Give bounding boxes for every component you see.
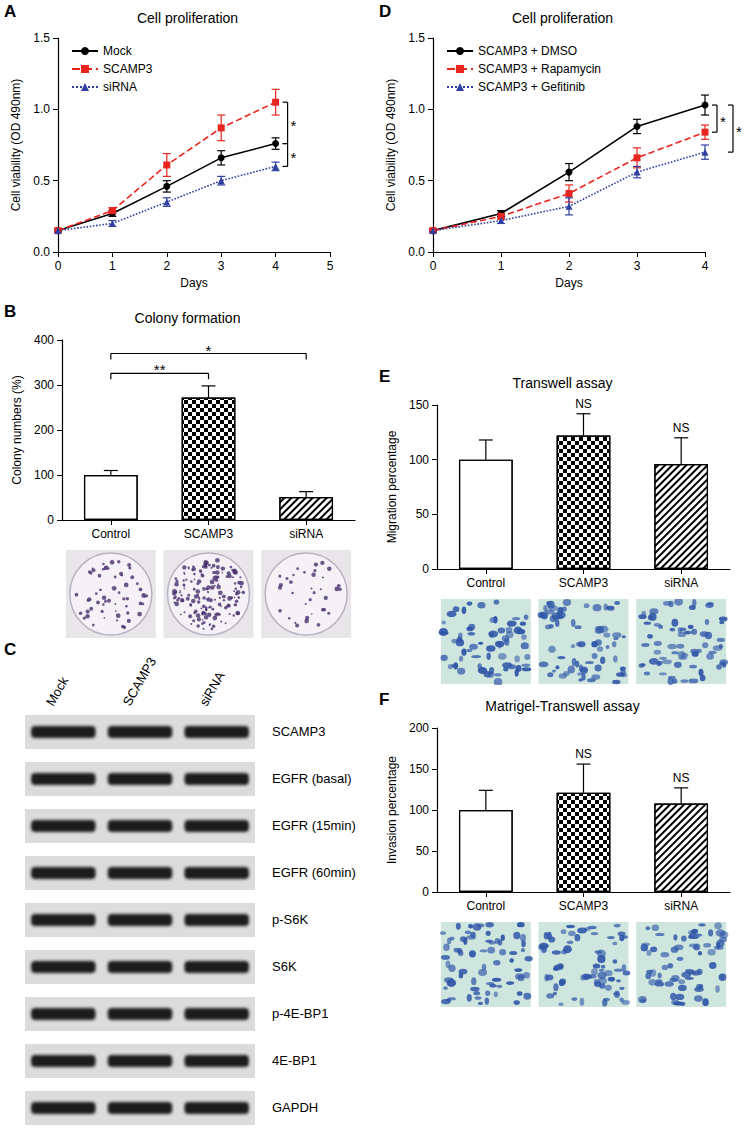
svg-text:SCAMP3: SCAMP3 [559,899,609,913]
svg-text:0: 0 [47,513,54,527]
svg-text:0.0: 0.0 [33,245,50,259]
svg-text:*: * [720,113,726,130]
svg-text:1: 1 [498,259,505,273]
svg-text:0.5: 0.5 [408,174,425,188]
svg-text:SCAMP3: SCAMP3 [120,655,160,709]
svg-text:100: 100 [409,453,429,467]
svg-text:4: 4 [702,259,709,273]
svg-text:SCAMP3: SCAMP3 [559,576,609,590]
svg-text:2: 2 [566,259,573,273]
svg-text:EGFR (basal): EGFR (basal) [272,771,351,786]
svg-text:0: 0 [55,259,62,273]
svg-text:100: 100 [409,803,429,817]
svg-text:EGFR (60min): EGFR (60min) [272,865,356,880]
html-text:E: E [379,367,391,386]
svg-text:siRNA: siRNA [289,527,323,541]
svg-text:Colony numbers (%): Colony numbers (%) [10,375,24,484]
svg-text:Cell proliferation: Cell proliferation [137,10,238,26]
svg-text:1.5: 1.5 [33,31,50,45]
html-text:A: A [4,2,17,21]
svg-text:siRNA: siRNA [664,576,698,590]
svg-text:Control: Control [466,899,505,913]
svg-text:p-S6K: p-S6K [272,912,308,927]
html-text:D: D [379,2,392,21]
svg-text:NS: NS [673,421,690,435]
html-text:B: B [4,302,17,321]
svg-text:0: 0 [422,885,429,899]
svg-text:SCAMP3 + DMSO: SCAMP3 + DMSO [478,44,577,58]
svg-text:1.0: 1.0 [33,102,50,116]
svg-text:Mock: Mock [103,44,133,58]
svg-text:*: * [291,149,297,166]
svg-text:2: 2 [163,259,170,273]
svg-text:SCAMP3: SCAMP3 [184,527,234,541]
svg-text:siRNA: siRNA [103,80,137,94]
svg-text:3: 3 [634,259,641,273]
svg-text:*: * [736,123,742,140]
svg-text:5: 5 [327,259,334,273]
svg-text:Transwell assay: Transwell assay [513,375,613,391]
svg-text:4: 4 [272,259,279,273]
svg-text:Control: Control [466,576,505,590]
svg-text:300: 300 [34,378,54,392]
svg-text:400: 400 [34,333,54,347]
svg-text:0: 0 [430,259,437,273]
svg-text:1.0: 1.0 [408,102,425,116]
svg-text:EGFR (15min): EGFR (15min) [272,818,356,833]
svg-text:NS: NS [575,747,592,761]
svg-text:siRNA: siRNA [664,899,698,913]
html-text:C: C [4,640,17,659]
svg-text:*: * [291,117,297,134]
svg-text:NS: NS [673,771,690,785]
svg-text:Days: Days [180,276,207,290]
svg-text:Cell viability (OD 490nm): Cell viability (OD 490nm) [9,79,23,212]
svg-text:150: 150 [409,762,429,776]
svg-text:0: 0 [422,562,429,576]
svg-text:Cell viability (OD 490nm): Cell viability (OD 490nm) [384,79,398,212]
svg-text:1.5: 1.5 [408,31,425,45]
html-text:F: F [379,690,390,709]
svg-text:50: 50 [416,844,430,858]
svg-text:Mock: Mock [43,674,72,709]
svg-text:Control: Control [91,527,130,541]
svg-text:Migration percentage: Migration percentage [385,430,399,543]
svg-text:*: * [206,342,212,359]
svg-text:200: 200 [34,423,54,437]
svg-text:SCAMP3: SCAMP3 [272,724,325,739]
svg-text:Matrigel-Transwell assay: Matrigel-Transwell assay [485,698,639,714]
svg-text:150: 150 [409,398,429,412]
svg-text:SCAMP3 + Rapamycin: SCAMP3 + Rapamycin [478,62,601,76]
svg-text:50: 50 [416,507,430,521]
svg-text:200: 200 [409,721,429,735]
svg-text:S6K: S6K [272,959,297,974]
svg-text:4E-BP1: 4E-BP1 [272,1053,317,1068]
svg-text:SCAMP3 + Gefitinib: SCAMP3 + Gefitinib [478,80,585,94]
svg-text:100: 100 [34,468,54,482]
svg-text:1: 1 [109,259,116,273]
svg-text:NS: NS [575,397,592,411]
svg-text:**: ** [154,361,166,378]
svg-text:Colony formation: Colony formation [135,310,241,326]
svg-text:0.0: 0.0 [408,245,425,259]
svg-text:siRNA: siRNA [196,669,228,709]
svg-text:SCAMP3: SCAMP3 [103,62,153,76]
svg-text:p-4E-BP1: p-4E-BP1 [272,1006,328,1021]
svg-text:0.5: 0.5 [33,174,50,188]
svg-text:Invasion percentage: Invasion percentage [385,756,399,864]
svg-text:Cell proliferation: Cell proliferation [512,10,613,26]
svg-text:3: 3 [218,259,225,273]
svg-text:Days: Days [555,276,582,290]
svg-text:GAPDH: GAPDH [272,1100,318,1115]
